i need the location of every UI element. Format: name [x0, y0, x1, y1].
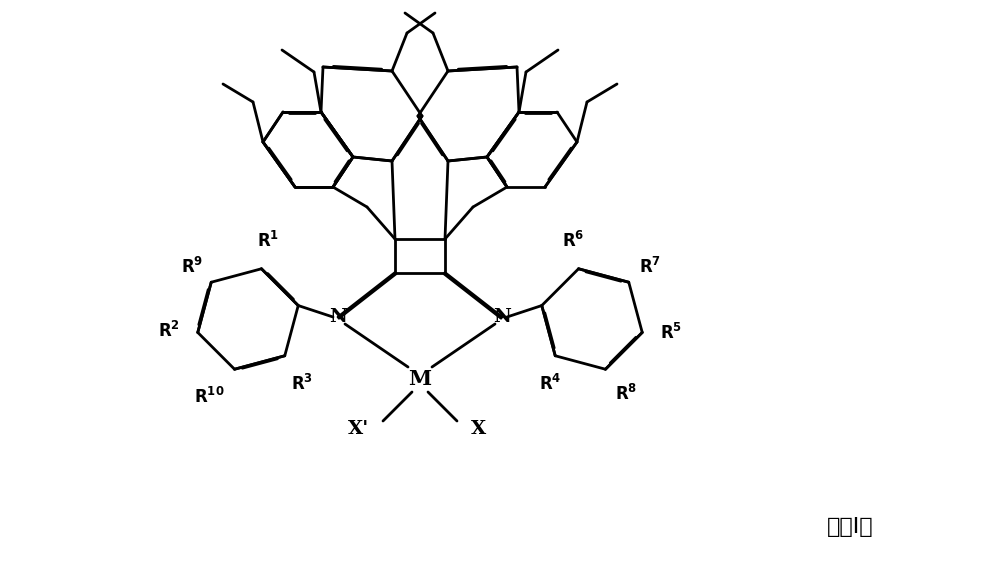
Text: $\mathbf{R^{1}}$: $\mathbf{R^{1}}$	[257, 230, 280, 251]
Text: 式（I）: 式（I）	[827, 517, 873, 537]
Text: N: N	[494, 308, 511, 326]
Text: $\mathbf{R^{6}}$: $\mathbf{R^{6}}$	[563, 230, 584, 251]
Text: $\mathbf{R^{7}}$: $\mathbf{R^{7}}$	[639, 257, 661, 277]
Text: $\mathbf{R^{9}}$: $\mathbf{R^{9}}$	[181, 257, 203, 277]
Text: $\mathbf{R^{8}}$: $\mathbf{R^{8}}$	[615, 384, 638, 404]
Text: X': X'	[348, 420, 369, 438]
Text: X: X	[471, 420, 487, 438]
Text: $\mathbf{R^{10}}$: $\mathbf{R^{10}}$	[194, 387, 225, 407]
Text: $\mathbf{R^{3}}$: $\mathbf{R^{3}}$	[291, 374, 313, 394]
Text: $\mathbf{R^{4}}$: $\mathbf{R^{4}}$	[539, 374, 562, 394]
Text: N: N	[329, 308, 347, 326]
Text: $\mathbf{R^{5}}$: $\mathbf{R^{5}}$	[661, 322, 682, 343]
Text: $\mathbf{R^{2}}$: $\mathbf{R^{2}}$	[158, 321, 180, 340]
Text: M: M	[408, 369, 431, 389]
